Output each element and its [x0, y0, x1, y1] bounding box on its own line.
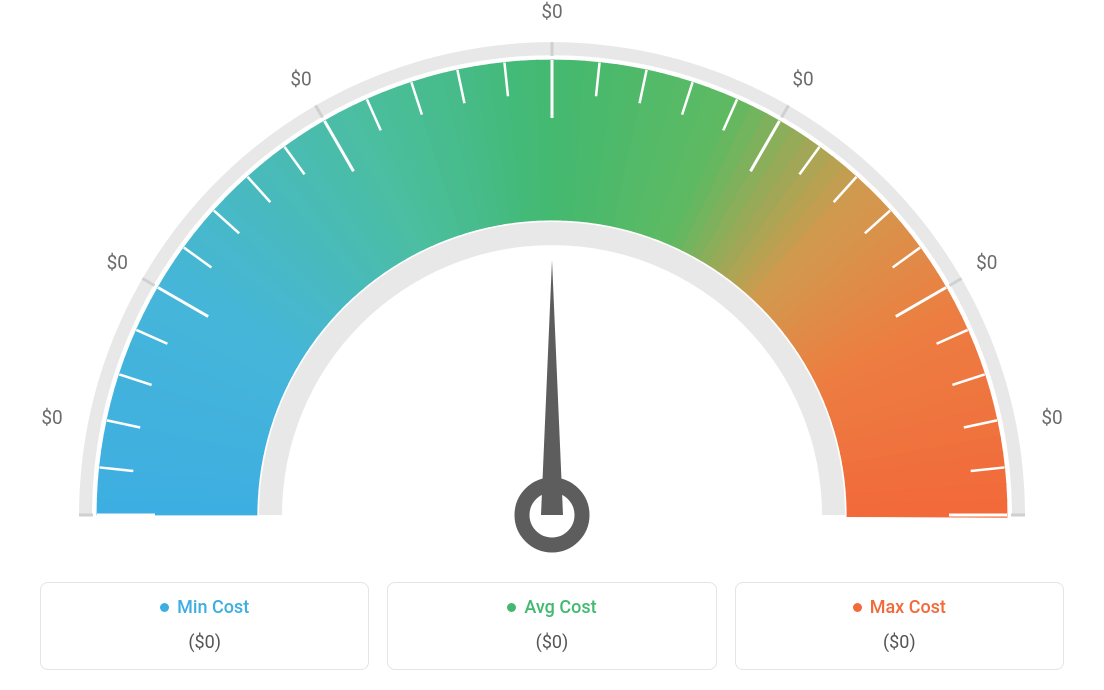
svg-text:$0: $0	[976, 251, 997, 274]
svg-text:$0: $0	[41, 406, 62, 429]
legend-max-dot	[853, 603, 862, 612]
legend-min-value: ($0)	[51, 632, 358, 653]
legend-avg-title: Avg Cost	[507, 597, 596, 618]
legend-min-dot	[160, 603, 169, 612]
legend-min-label: Min Cost	[177, 597, 249, 618]
legend-max-cost: Max Cost ($0)	[735, 582, 1064, 670]
gauge-area: $0 $0 $0 $0 $0 $0 $0	[0, 0, 1104, 560]
svg-text:$0: $0	[290, 67, 311, 90]
legend-min-cost: Min Cost ($0)	[40, 582, 369, 670]
legend-max-title: Max Cost	[853, 597, 946, 618]
svg-text:$0: $0	[107, 251, 128, 274]
legend-max-label: Max Cost	[870, 597, 946, 618]
legend-row: Min Cost ($0) Avg Cost ($0) Max Cost ($0…	[40, 582, 1064, 670]
legend-avg-dot	[507, 603, 516, 612]
svg-text:$0: $0	[1041, 406, 1062, 429]
legend-avg-value: ($0)	[398, 632, 705, 653]
svg-text:$0: $0	[792, 67, 813, 90]
legend-avg-label: Avg Cost	[524, 597, 596, 618]
gauge-cost-chart: { "gauge": { "type": "gauge", "center_x"…	[0, 0, 1104, 690]
legend-avg-cost: Avg Cost ($0)	[387, 582, 716, 670]
svg-text:$0: $0	[541, 0, 562, 23]
legend-min-title: Min Cost	[160, 597, 249, 618]
gauge-svg: $0 $0 $0 $0 $0 $0 $0	[0, 0, 1104, 560]
legend-max-value: ($0)	[746, 632, 1053, 653]
